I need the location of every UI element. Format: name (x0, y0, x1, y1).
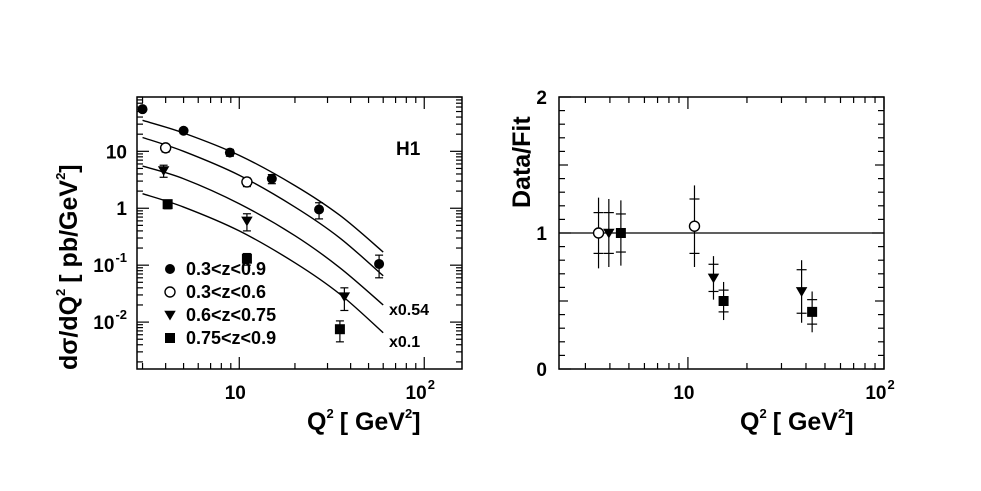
left-y-axis-title: dσ/dQ2[ pb/GeV2] (53, 164, 83, 370)
left-x-title-q: Q (307, 408, 326, 436)
right-x-tick-label-1-base: 10 (865, 383, 886, 404)
left-y-tick-label-2-base: 10 (93, 256, 114, 277)
data-point-0-3 (266, 173, 277, 184)
right-x-tick-label-0-base: 10 (673, 383, 694, 404)
left-y-tick-label-1: 1 (116, 199, 127, 220)
left-y-title-dsigma: dσ/dQ (55, 296, 83, 370)
right-x-axis-title: Q2[ GeV2] (740, 406, 854, 436)
data-point-2-2 (338, 292, 351, 303)
left-x-axis-title: Q2[ GeV2] (307, 406, 421, 436)
right-x-tick-label-1: 102 (865, 377, 894, 404)
legend-marker-0 (165, 264, 175, 274)
left-x-tick-label-1-exp: 2 (428, 377, 435, 392)
scale-label-01: x0.1 (389, 334, 420, 351)
right-x-title-q-sup: 2 (759, 406, 766, 421)
data-point-0-2 (224, 147, 235, 158)
left-y-tick-label-1-base: 1 (116, 199, 127, 220)
left-x-title-q-sup: 2 (326, 406, 333, 421)
left-x-tick-label-1: 102 (406, 377, 435, 404)
data-point-1-0 (159, 142, 172, 154)
left-y-tick-label-0: 10 (106, 142, 127, 163)
ratio-point-1-2 (795, 287, 808, 297)
right-y-tick-label-2-base: 2 (536, 88, 547, 109)
left-x-tick-label-0-base: 10 (225, 383, 246, 404)
left-x-tick-label-0: 10 (225, 383, 246, 404)
right-panel: 10 102 012 Q2[ GeV2] Data/Fit (508, 88, 895, 436)
fit-curve-1 (142, 136, 384, 277)
fit-curve-0 (142, 119, 384, 253)
right-x-tick-label-1-exp: 2 (887, 377, 894, 392)
right-x-tick-label-0: 10 (673, 383, 694, 404)
left-y-tick-label-3: 10-2 (93, 307, 127, 334)
legend-label-2: 0.6<z<0.75 (186, 305, 276, 325)
scale-label-054: x0.54 (389, 302, 429, 319)
right-x-title-close: ] (845, 408, 853, 436)
legend-marker-2 (164, 310, 176, 321)
ratio-point-2-0 (615, 228, 626, 238)
data-point-3-0 (162, 199, 173, 210)
left-y-tick-label-0-base: 10 (106, 142, 127, 163)
right-y-tick-label-0: 0 (536, 360, 547, 381)
left-y-title-unit: [ pb/GeV (55, 180, 83, 283)
legend-label-0: 0.3<z<0.9 (186, 259, 266, 279)
data-point-0-4 (314, 204, 325, 215)
right-x-title-unit-sup: 2 (838, 406, 845, 421)
left-y-title-close: ] (55, 164, 83, 172)
right-x-title-q: Q (740, 408, 759, 436)
data-point-0-5 (374, 258, 385, 269)
right-y-tick-label-1: 1 (536, 224, 547, 245)
right-y-tick-label-0-base: 0 (536, 360, 547, 381)
right-y-ticks: 0 1 2 (536, 88, 884, 381)
ratio-point-0-1 (688, 220, 701, 232)
ratio-point-0-0 (592, 227, 605, 239)
data-point-3-2 (334, 324, 345, 335)
ratio-point-1-1 (707, 273, 720, 284)
left-x-title-close: ] (412, 408, 420, 436)
left-plot-frame (136, 96, 463, 370)
right-x-ticks: 10 102 (584, 97, 895, 404)
left-y-tick-label-2: 10-1 (93, 250, 127, 277)
legend: 0.3<z<0.9 0.3<z<0.6 0.6<z<0.75 0.75<z<0.9 (164, 259, 276, 348)
ratio-point-1-0 (603, 228, 615, 239)
left-x-tick-label-1-base: 10 (406, 383, 427, 404)
legend-label-3: 0.75<z<0.9 (186, 328, 276, 348)
data-point-2-0 (157, 166, 170, 176)
legend-marker-3 (165, 333, 175, 343)
data-point-0-0 (137, 104, 148, 115)
data-point-2-1 (241, 216, 253, 227)
left-y-title-unit-sup: 2 (53, 173, 68, 180)
left-y-tick-label-2-exp: -1 (115, 250, 127, 265)
legend-label-1: 0.3<z<0.6 (186, 282, 266, 302)
left-data-points (137, 104, 385, 343)
h1-label: H1 (396, 139, 421, 160)
right-y-tick-label-2: 2 (536, 88, 547, 109)
right-y-tick-label-1-base: 1 (536, 224, 547, 245)
ratio-point-2-1 (718, 296, 729, 306)
right-data-points (592, 185, 818, 333)
left-x-ticks: 10 102 (141, 97, 435, 404)
data-point-0-1 (178, 125, 189, 136)
ratio-point-2-2 (807, 306, 818, 317)
legend-marker-1 (164, 286, 176, 298)
right-y-axis-title: Data/Fit (508, 116, 536, 208)
left-y-title-sup: 2 (53, 289, 68, 296)
fit-curve-2 (142, 165, 384, 306)
right-x-title-unit: [ GeV (773, 408, 839, 436)
left-x-title-unit: [ GeV (340, 408, 406, 436)
left-y-tick-label-3-exp: -2 (115, 307, 127, 322)
data-point-1-1 (241, 176, 253, 188)
left-y-tick-label-3-base: 10 (93, 313, 114, 334)
left-x-title-unit-sup: 2 (405, 406, 412, 421)
data-point-3-1 (241, 253, 252, 264)
